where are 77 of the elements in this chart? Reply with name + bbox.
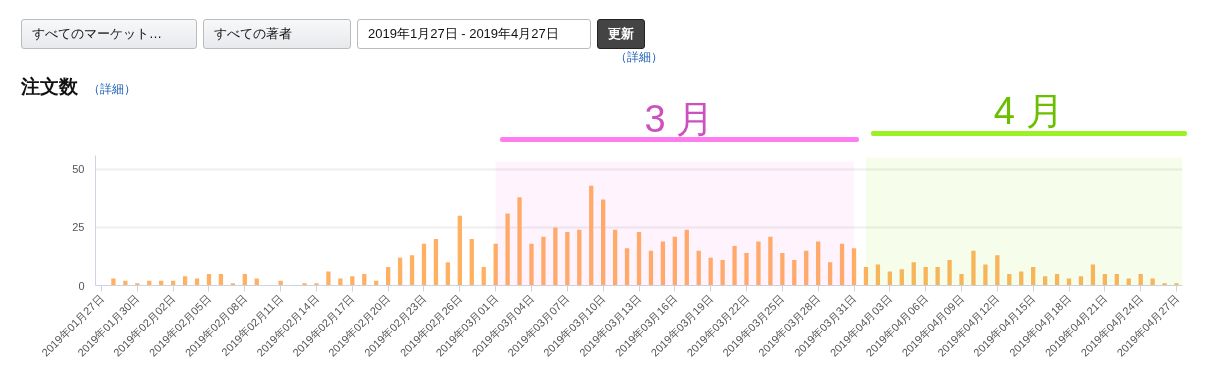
bar: [517, 197, 522, 286]
bar: [684, 229, 689, 286]
bar: [816, 241, 821, 286]
text: すべての著者: [203, 19, 351, 49]
bar: [672, 236, 677, 286]
bar: [111, 278, 116, 286]
bar: [182, 276, 188, 286]
bar: [827, 262, 833, 286]
bar: [995, 255, 1000, 286]
bar: [457, 215, 462, 286]
bar: [720, 259, 725, 286]
bar: [792, 259, 797, 286]
bar: [601, 199, 606, 286]
bar: [541, 236, 546, 286]
bar: [696, 250, 701, 286]
text: 更新: [597, 19, 645, 49]
bar: [278, 280, 283, 286]
bar: [959, 273, 964, 286]
bar: [505, 213, 510, 286]
bar: [636, 232, 642, 286]
bar: [660, 241, 666, 286]
bar: [612, 229, 618, 286]
bar: [863, 266, 869, 286]
bar: [589, 185, 594, 286]
bar: [386, 266, 391, 286]
bar: [1150, 278, 1155, 286]
bar: [565, 232, 570, 286]
bar: [445, 262, 451, 286]
bar: [1174, 283, 1179, 286]
bar: [923, 266, 928, 286]
bar: [421, 243, 427, 286]
bar: [851, 248, 857, 286]
chart-title: 注文数: [21, 76, 78, 97]
y-tick-label: 0: [78, 279, 85, 292]
bar: [338, 278, 343, 286]
y-tick-label: 50: [72, 163, 85, 176]
bar: [302, 283, 307, 286]
bar: [1042, 276, 1048, 286]
bar: [469, 239, 474, 286]
bar: [624, 248, 630, 286]
bar: [1078, 276, 1084, 286]
bar: [708, 257, 713, 286]
bar: [756, 241, 761, 286]
bar: [732, 246, 737, 286]
bar: [314, 283, 319, 286]
bar: [804, 250, 809, 286]
bar: [1162, 283, 1167, 286]
bar: [911, 262, 916, 286]
bar: [529, 243, 534, 286]
text: （詳細）: [615, 49, 663, 66]
bar: [971, 250, 976, 286]
bar: [648, 250, 654, 286]
bar: [983, 264, 988, 286]
bar: [123, 280, 128, 286]
bar: [1031, 266, 1036, 286]
bar: [493, 243, 498, 286]
bar: [768, 236, 773, 286]
text: 2019年1月27日 - 2019年4月27日: [357, 19, 591, 49]
bar: [553, 227, 558, 286]
bar: [481, 266, 486, 286]
bar: [780, 253, 785, 286]
bar: [409, 255, 415, 286]
y-tick-label: 25: [72, 221, 85, 234]
bar: [744, 253, 749, 286]
bar: [935, 266, 940, 286]
band-label: 3 月: [643, 97, 716, 141]
text: （詳細）: [88, 82, 136, 96]
text: すべてのマーケット…: [21, 19, 197, 49]
bar: [839, 243, 845, 286]
band-label: 4 月: [992, 89, 1065, 133]
bar: [899, 269, 904, 286]
bar: [433, 239, 439, 286]
bar: [397, 257, 403, 286]
bar: [326, 271, 331, 286]
bar: [350, 276, 355, 286]
bar: [947, 259, 952, 286]
bar: [577, 229, 582, 286]
